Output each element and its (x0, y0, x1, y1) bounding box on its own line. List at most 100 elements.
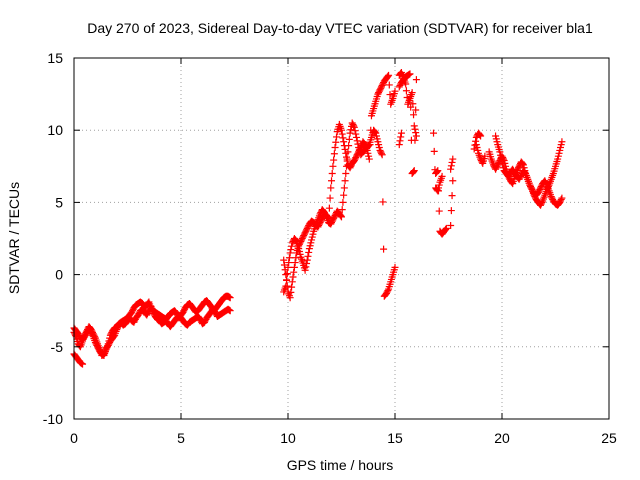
data-point (558, 138, 566, 146)
data-point (438, 172, 446, 180)
data-point (409, 100, 417, 108)
data-point (448, 192, 456, 200)
data-point (558, 194, 566, 202)
data-point (283, 276, 291, 284)
data-point (288, 242, 296, 250)
data-point (377, 149, 385, 157)
data-point (341, 177, 349, 185)
plot-frame (73, 57, 610, 420)
data-point (412, 76, 420, 84)
data-point (302, 263, 310, 271)
data-point (410, 111, 418, 119)
data-point (341, 145, 349, 153)
data-point (290, 268, 298, 276)
data-point (340, 138, 348, 146)
data-point (402, 87, 410, 95)
chart-title: Day 270 of 2023, Sidereal Day-to-day VTE… (87, 20, 593, 36)
data-point (325, 204, 333, 212)
data-point (290, 263, 298, 271)
y-tick-label: 5 (55, 194, 63, 210)
x-tick-label: 15 (387, 430, 403, 446)
data-point (285, 259, 293, 267)
x-axis-label: GPS time / hours (287, 457, 394, 473)
data-point (338, 213, 345, 221)
data-point (519, 160, 527, 168)
data-point (366, 141, 374, 149)
data-point (339, 134, 347, 142)
data-point (397, 129, 405, 137)
data-point (472, 137, 480, 145)
data-point (542, 180, 550, 188)
data-point (410, 167, 418, 175)
data-point (283, 282, 291, 290)
data-point (353, 137, 361, 145)
data-point (347, 126, 355, 134)
data-point (340, 142, 348, 150)
data-point (410, 168, 418, 176)
data-point (283, 270, 291, 278)
data-point (350, 122, 358, 130)
data-point (286, 294, 294, 302)
data-point (301, 266, 309, 274)
data-point (442, 225, 450, 233)
data-point (288, 283, 296, 291)
data-point (342, 149, 350, 157)
y-tick-label: -10 (43, 411, 63, 427)
data-point (351, 127, 359, 135)
x-tick-label: 10 (280, 430, 296, 446)
x-tick-label: 0 (70, 430, 78, 446)
data-point (338, 130, 346, 138)
data-point (430, 129, 438, 137)
data-point (338, 126, 345, 134)
data-point (412, 129, 420, 137)
data-point (303, 256, 311, 264)
y-tick-label: -5 (51, 339, 64, 355)
data-point (226, 307, 234, 315)
data-point (435, 187, 443, 195)
data-point (356, 145, 364, 153)
data-point (430, 147, 438, 155)
data-point (384, 72, 392, 80)
data-point (333, 133, 341, 141)
y-tick-label: 15 (47, 50, 63, 66)
data-point (557, 196, 565, 204)
data-point (365, 155, 373, 163)
data-point (412, 132, 420, 140)
data-point (329, 162, 337, 170)
data-point (340, 191, 348, 199)
data-point (395, 141, 403, 149)
data-point (411, 125, 419, 133)
data-point (447, 207, 455, 215)
data-point (345, 135, 353, 143)
data-point (79, 360, 87, 368)
data-point (350, 123, 358, 131)
data-point (340, 184, 348, 192)
y-tick-label: 0 (55, 267, 63, 283)
data-point (497, 151, 505, 159)
data-point (324, 213, 332, 221)
data-point (448, 158, 456, 166)
data-point (406, 70, 414, 78)
data-point (331, 144, 339, 152)
data-point (326, 194, 334, 202)
data-point (281, 266, 289, 274)
data-point (408, 89, 416, 97)
data-point (342, 170, 350, 178)
data-point (325, 214, 333, 222)
data-point (412, 106, 420, 114)
data-point (378, 151, 386, 159)
data-point (396, 137, 404, 145)
data-point (447, 222, 455, 230)
x-tick-labels: 0 5 10 15 20 25 (70, 430, 617, 446)
data-series-sdtvar (70, 68, 566, 368)
data-point (338, 206, 346, 214)
data-point (285, 254, 293, 262)
data-point (303, 260, 311, 268)
data-point (339, 198, 347, 206)
data-point (287, 246, 295, 254)
data-point (327, 184, 335, 192)
x-tick-label: 20 (494, 430, 510, 446)
y-tick-label: 10 (47, 122, 63, 138)
